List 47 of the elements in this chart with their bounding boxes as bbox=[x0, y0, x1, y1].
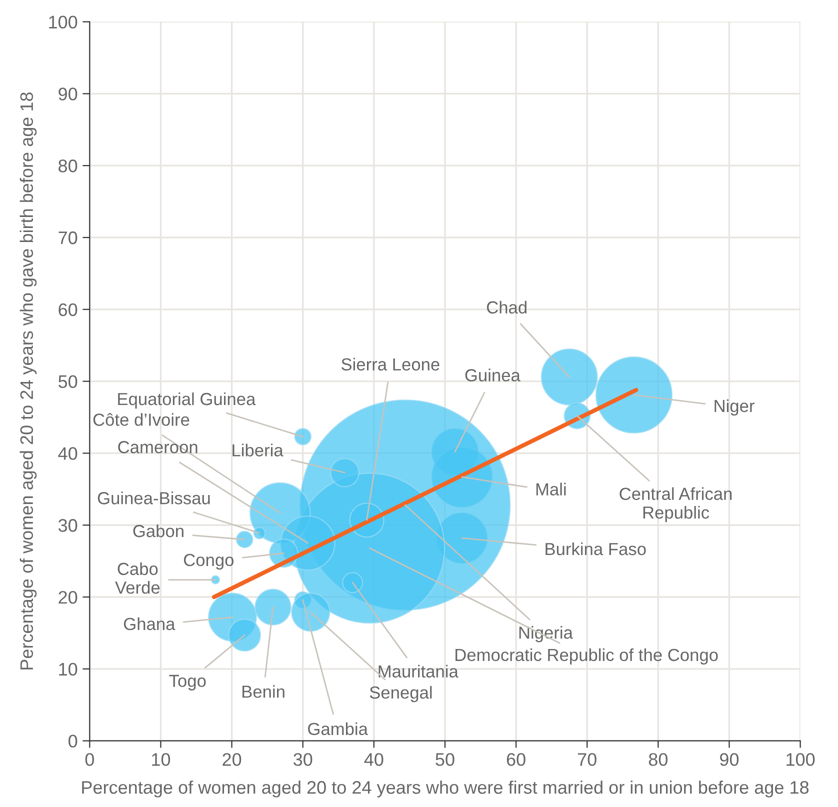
annotation: Central African Republic bbox=[620, 487, 732, 522]
x-tick-label: 80 bbox=[648, 753, 668, 766]
annotation: Gambia bbox=[308, 722, 368, 736]
annotation: Benin bbox=[242, 685, 284, 698]
annotation: Cabo Verde bbox=[115, 562, 160, 594]
annotation: Côte d’Ivoire bbox=[93, 413, 190, 426]
y-tick-label: 30 bbox=[58, 519, 78, 532]
annotation: Mauritania bbox=[378, 664, 458, 678]
y-tick-label: 90 bbox=[58, 88, 78, 100]
annotation: Chad bbox=[486, 300, 526, 314]
annotation: Senegal bbox=[370, 686, 432, 702]
y-tick-label: 70 bbox=[58, 231, 78, 244]
x-tick-label: 100 bbox=[786, 753, 815, 766]
x-axis-title: Percentage of women aged 20 to 24 years who were first married or in union before age 18 bbox=[82, 780, 809, 798]
annotation: Guinea bbox=[465, 368, 520, 382]
annotation: Gabon bbox=[133, 524, 184, 538]
annotation: Congo bbox=[184, 554, 234, 570]
x-tick-label: 20 bbox=[222, 753, 242, 766]
x-tick-label: 70 bbox=[578, 753, 596, 766]
y-tick-label: 40 bbox=[58, 447, 78, 460]
annotation: Togo bbox=[169, 674, 206, 690]
y-tick-label: 50 bbox=[58, 375, 78, 388]
annotation: Nigeria bbox=[519, 626, 573, 642]
annotation: Equatorial Guinea bbox=[118, 392, 256, 409]
y-tick-label: 100 bbox=[49, 16, 78, 29]
x-tick-label: 60 bbox=[506, 753, 526, 766]
y-tick-label: 80 bbox=[58, 160, 78, 172]
y-tick-label: 10 bbox=[59, 662, 78, 676]
annotation: Democratic Republic of the Congo bbox=[456, 648, 718, 665]
x-tick-label: 90 bbox=[720, 753, 739, 766]
y-tick-label: 20 bbox=[58, 590, 78, 604]
annotation: Guinea-Bissau bbox=[98, 492, 210, 504]
x-tick-label: 50 bbox=[436, 753, 454, 766]
annotation: Mali bbox=[536, 482, 566, 496]
y-tick-label: 60 bbox=[58, 303, 78, 316]
annotation: Burkina Faso bbox=[546, 542, 646, 556]
annotation: Ghana bbox=[124, 617, 176, 630]
annotation: Niger bbox=[714, 399, 754, 416]
y-axis-title: Percentage of women aged 20 to 24 years who gave birth before age 18 bbox=[20, 92, 37, 670]
x-tick-label: 10 bbox=[152, 753, 170, 766]
x-tick-label: 0 bbox=[85, 753, 94, 766]
x-tick-label: 40 bbox=[364, 753, 384, 766]
annotation: Cameroon bbox=[118, 441, 198, 454]
y-tick-label: 0 bbox=[68, 734, 78, 748]
annotation: Sierra Leone bbox=[342, 358, 440, 371]
x-tick-label: 30 bbox=[294, 753, 312, 766]
annotation: Liberia bbox=[232, 444, 284, 456]
